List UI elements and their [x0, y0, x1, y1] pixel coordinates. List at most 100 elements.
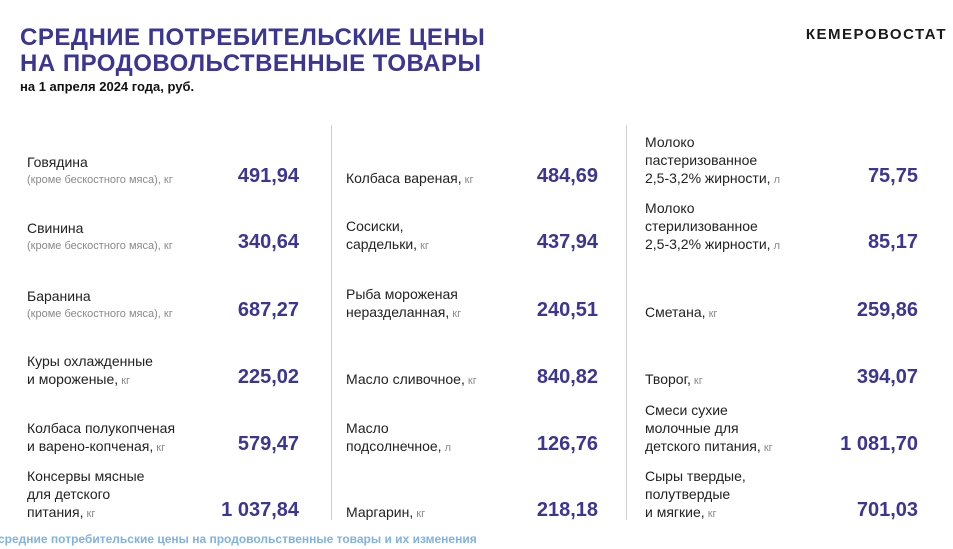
- product-name-line: Масло сливочное, кг: [346, 371, 477, 387]
- product-name-line: Сыры твердые,: [645, 468, 746, 484]
- product-name-line: стерилизованное: [645, 218, 758, 234]
- product-name-line: Баранина: [27, 288, 91, 304]
- column-divider: [626, 125, 627, 520]
- unit-label: кг: [83, 508, 96, 520]
- product-name-line: Свинина: [27, 220, 84, 236]
- price-value: 218,18: [536, 499, 598, 521]
- unit-label: кг: [417, 240, 429, 252]
- product-label: Свинина (кроме бескостного мяса), кг: [27, 219, 173, 255]
- product-name-line: Масло: [346, 420, 389, 436]
- product-name-line: полутвердые: [645, 486, 731, 502]
- product-name-line: пастеризованное: [645, 152, 758, 168]
- product-label: Молоко стерилизованное 2,5-3,2% жирности, …: [645, 199, 780, 255]
- product-name-line: Смеси сухие: [645, 402, 728, 418]
- price-value: 840,82: [536, 366, 598, 388]
- unit-label: кг: [705, 308, 718, 320]
- page-title: СРЕДНИЕ ПОТРЕБИТЕЛЬСКИЕ ЦЕНЫ НА ПРОДОВОЛ…: [20, 25, 485, 77]
- price-value: 687,27: [237, 299, 299, 321]
- footer-caption: средние потребительские цены на продовол…: [0, 532, 477, 546]
- price-value: 437,94: [536, 231, 598, 253]
- product-note: (кроме бескостного мяса), кг: [27, 308, 173, 320]
- product-name-line: Колбаса вареная, кг: [346, 170, 474, 186]
- product-note: (кроме бескостного мяса), кг: [27, 174, 173, 186]
- product-name-line: Творог, кг: [645, 371, 703, 387]
- price-row: Смеси сухие молочные для детского питания,…: [645, 393, 918, 457]
- unit-label: л: [770, 174, 781, 186]
- price-row: Куры охлажденные и мороженые, кг 225,02: [27, 326, 299, 390]
- product-label: Рыба мороженая неразделанная, кг: [346, 285, 461, 323]
- product-name-line: питания, кг: [27, 504, 96, 520]
- price-value: 240,51: [536, 299, 598, 321]
- price-row: Молоко стерилизованное 2,5-3,2% жирности, …: [645, 191, 918, 255]
- price-row: Консервы мясные для детского питания, кг 1 …: [27, 459, 299, 523]
- product-label: Молоко пастеризованное 2,5-3,2% жирности, …: [645, 133, 780, 189]
- price-row: Творог, кг 394,07: [645, 326, 918, 390]
- unit-label: кг: [118, 375, 131, 387]
- product-name-line: Маргарин, кг: [346, 504, 426, 520]
- product-name-line: 2,5-3,2% жирности, л: [645, 236, 781, 252]
- price-row: Говядина (кроме бескостного мяса), кг 491,…: [27, 125, 299, 189]
- product-label: Творог, кг: [645, 370, 703, 390]
- price-value: 85,17: [867, 231, 918, 253]
- product-name-line: Консервы мясные: [27, 468, 145, 484]
- unit-label: кг: [690, 375, 703, 387]
- product-name-line: неразделанная, кг: [346, 304, 462, 320]
- price-value: 1 081,70: [840, 433, 918, 455]
- product-label: Смеси сухие молочные для детского питания,…: [645, 401, 773, 457]
- product-label: Колбаса вареная, кг: [346, 169, 473, 189]
- product-name-line: Молоко: [645, 200, 695, 216]
- price-value: 259,86: [856, 299, 918, 321]
- product-name-line: 2,5-3,2% жирности, л: [645, 170, 781, 186]
- product-name-line: подсолнечное, л: [346, 438, 452, 454]
- product-name-line: детского питания, кг: [645, 438, 773, 454]
- product-name-line: Куры охлажденные: [27, 353, 153, 369]
- price-row: Колбаса полукопченая и варено-копченая, к…: [27, 393, 299, 457]
- product-label: Маргарин, кг: [346, 503, 425, 523]
- price-value: 484,69: [536, 165, 598, 187]
- price-row: Колбаса вареная, кг 484,69: [346, 125, 598, 189]
- product-name-line: молочные для: [645, 420, 739, 436]
- price-row: Маргарин, кг 218,18: [346, 459, 598, 523]
- price-value: 340,64: [237, 231, 299, 253]
- product-label: Говядина (кроме бескостного мяса), кг: [27, 153, 173, 189]
- product-name-line: Сосиски,: [346, 218, 404, 234]
- product-name-line: и мороженые, кг: [27, 371, 131, 387]
- product-label: Консервы мясные для детского питания, кг: [27, 467, 144, 523]
- unit-label: л: [770, 240, 781, 252]
- product-label: Сыры твердые, полутвердые и мягкие, кг: [645, 467, 746, 523]
- product-label: Сосиски, сардельки, кг: [346, 217, 429, 255]
- title-line-1: СРЕДНИЕ ПОТРЕБИТЕЛЬСКИЕ ЦЕНЫ: [20, 24, 486, 51]
- product-name-line: сардельки, кг: [346, 236, 429, 252]
- price-row: Масло подсолнечное, л 126,76: [346, 393, 598, 457]
- unit-label: кг: [704, 508, 717, 520]
- price-value: 491,94: [237, 165, 299, 187]
- column-divider: [331, 125, 332, 520]
- product-name-line: и варено-копченая, кг: [27, 438, 166, 454]
- price-value: 579,47: [237, 433, 299, 455]
- price-row: Сыры твердые, полутвердые и мягкие, кг 701,…: [645, 459, 918, 523]
- price-value: 394,07: [856, 366, 918, 388]
- product-label: Куры охлажденные и мороженые, кг: [27, 352, 153, 390]
- unit-label: кг: [760, 442, 773, 454]
- product-name-line: Колбаса полукопченая: [27, 420, 176, 436]
- unit-label: кг: [413, 508, 426, 520]
- brand-logo: КЕМЕРОВОСТАТ: [805, 26, 947, 43]
- unit-label: кг: [449, 308, 462, 320]
- unit-label: кг: [153, 442, 166, 454]
- product-label: Колбаса полукопченая и варено-копченая, к…: [27, 419, 175, 457]
- price-row: Рыба мороженая неразделанная, кг 240,51: [346, 259, 598, 323]
- product-name-line: Говядина: [27, 154, 88, 170]
- price-row: Сосиски, сардельки, кг 437,94: [346, 191, 598, 255]
- product-name-line: Рыба мороженая: [346, 286, 458, 302]
- product-name-line: для детского: [27, 486, 111, 502]
- price-value: 701,03: [856, 499, 918, 521]
- unit-label: кг: [464, 375, 477, 387]
- price-value: 225,02: [237, 366, 299, 388]
- price-row: Баранина (кроме бескостного мяса), кг 687,…: [27, 259, 299, 323]
- product-label: Баранина (кроме бескостного мяса), кг: [27, 287, 173, 323]
- price-row: Масло сливочное, кг 840,82: [346, 326, 598, 390]
- product-label: Сметана, кг: [645, 303, 717, 323]
- price-value: 1 037,84: [221, 499, 299, 521]
- page-subtitle: на 1 апреля 2024 года, руб.: [20, 79, 195, 94]
- product-label: Масло подсолнечное, л: [346, 419, 451, 457]
